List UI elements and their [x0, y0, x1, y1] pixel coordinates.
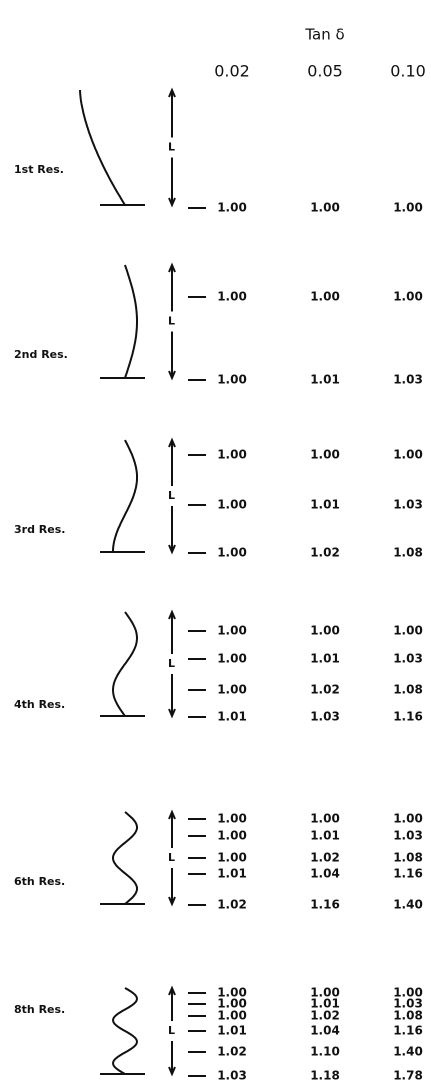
value: 1.03 [310, 710, 340, 724]
arrow-head [168, 896, 176, 907]
value: 1.02 [217, 1045, 247, 1059]
mode-shape [79, 89, 126, 206]
value: 1.02 [310, 546, 340, 560]
value: 1.03 [393, 997, 423, 1011]
arrow-head [168, 708, 176, 719]
value: 1.00 [217, 546, 247, 560]
resonance-label: 2nd Res. [14, 348, 68, 361]
value: 1.00 [217, 997, 247, 1011]
value: 1.00 [310, 624, 340, 638]
value: 1.08 [393, 851, 423, 865]
length-label: L [168, 489, 175, 502]
value: 1.00 [310, 812, 340, 826]
value: 1.40 [393, 898, 423, 912]
value: 1.00 [310, 290, 340, 304]
value: 1.00 [217, 652, 247, 666]
value: 1.08 [393, 683, 423, 697]
arrow-head [168, 985, 176, 996]
value: 1.00 [217, 851, 247, 865]
value: 1.00 [217, 829, 247, 843]
arrow-head [168, 809, 176, 820]
value: 1.08 [393, 1009, 423, 1023]
arrow-head [168, 87, 176, 98]
resonance-label: 4th Res. [14, 698, 65, 711]
resonance-label: 3rd Res. [14, 523, 65, 536]
value: 1.02 [217, 898, 247, 912]
value: 1.00 [217, 448, 247, 462]
value: 1.00 [393, 812, 423, 826]
arrow-head [168, 544, 176, 555]
length-label: L [168, 315, 175, 328]
value: 1.16 [393, 710, 423, 724]
value: 1.00 [393, 201, 423, 215]
arrow-head [168, 609, 176, 620]
arrow-head [168, 1066, 176, 1077]
value: 1.40 [393, 1045, 423, 1059]
value: 1.00 [393, 448, 423, 462]
column-header: 0.02 [214, 62, 250, 81]
header-title: Tan δ [304, 26, 344, 44]
value: 1.00 [217, 201, 247, 215]
value: 1.00 [393, 986, 423, 1000]
value: 1.10 [310, 1045, 340, 1059]
value: 1.00 [217, 683, 247, 697]
mode-shape [124, 264, 138, 379]
value: 1.00 [217, 624, 247, 638]
value: 1.00 [217, 290, 247, 304]
value: 1.03 [393, 498, 423, 512]
value: 1.01 [217, 710, 247, 724]
value: 1.04 [310, 867, 340, 881]
length-label: L [168, 1024, 175, 1037]
resonance-label: 1st Res. [14, 163, 64, 176]
value: 1.00 [393, 624, 423, 638]
resonance-label: 6th Res. [14, 875, 65, 888]
value: 1.00 [310, 986, 340, 1000]
resonance-label: 8th Res. [14, 1003, 65, 1016]
value: 1.18 [310, 1069, 340, 1082]
value: 1.00 [310, 448, 340, 462]
value: 1.00 [217, 812, 247, 826]
value: 1.16 [393, 1024, 423, 1038]
value: 1.02 [310, 851, 340, 865]
value: 1.16 [310, 898, 340, 912]
value: 1.02 [310, 683, 340, 697]
value: 1.01 [310, 498, 340, 512]
value: 1.03 [393, 829, 423, 843]
value: 1.00 [217, 1009, 247, 1023]
value: 1.78 [393, 1069, 423, 1082]
value: 1.04 [310, 1024, 340, 1038]
value: 1.01 [217, 867, 247, 881]
value: 1.03 [393, 652, 423, 666]
value: 1.01 [310, 829, 340, 843]
value: 1.00 [217, 373, 247, 387]
value: 1.08 [393, 546, 423, 560]
value: 1.01 [310, 652, 340, 666]
mode-shape [111, 611, 139, 717]
value: 1.00 [217, 498, 247, 512]
mode-shape [112, 439, 138, 552]
length-label: L [168, 657, 175, 670]
mode-shape [111, 811, 139, 905]
arrow-head [168, 197, 176, 208]
value: 1.01 [310, 373, 340, 387]
length-label: L [168, 141, 175, 154]
length-label: L [168, 851, 175, 864]
value: 1.00 [217, 986, 247, 1000]
arrow-head [168, 370, 176, 381]
column-header: 0.05 [307, 62, 343, 81]
value: 1.02 [310, 1009, 340, 1023]
value: 1.16 [393, 867, 423, 881]
mode-shape [112, 987, 138, 1075]
arrow-head [168, 262, 176, 273]
value: 1.03 [217, 1069, 247, 1082]
arrow-head [168, 437, 176, 448]
column-header: 0.10 [390, 62, 426, 81]
value: 1.00 [310, 201, 340, 215]
value: 1.01 [310, 997, 340, 1011]
value: 1.00 [393, 290, 423, 304]
value: 1.01 [217, 1024, 247, 1038]
value: 1.03 [393, 373, 423, 387]
